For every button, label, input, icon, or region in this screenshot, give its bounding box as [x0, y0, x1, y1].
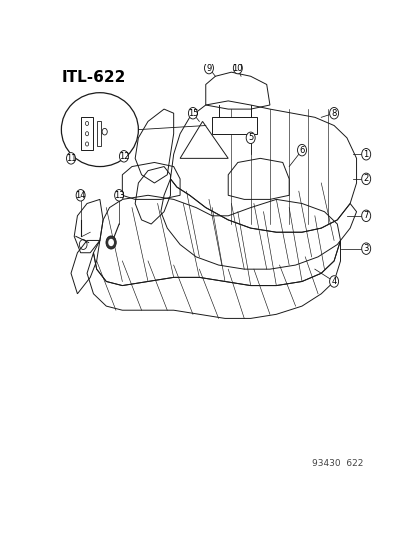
- Circle shape: [66, 152, 75, 164]
- Circle shape: [76, 190, 85, 201]
- Circle shape: [188, 108, 197, 119]
- Circle shape: [361, 243, 370, 254]
- Circle shape: [102, 128, 107, 135]
- Circle shape: [329, 276, 338, 287]
- Text: 93430  622: 93430 622: [311, 459, 362, 468]
- Circle shape: [361, 210, 370, 222]
- Circle shape: [204, 62, 213, 74]
- Circle shape: [246, 132, 254, 143]
- Text: 10: 10: [232, 63, 242, 72]
- Circle shape: [233, 62, 242, 74]
- FancyBboxPatch shape: [96, 122, 101, 146]
- Text: 11: 11: [66, 154, 76, 163]
- Circle shape: [329, 108, 338, 119]
- Circle shape: [114, 190, 123, 201]
- Text: 9: 9: [206, 63, 211, 72]
- Circle shape: [361, 149, 370, 160]
- Text: 5: 5: [247, 133, 253, 142]
- Text: 1: 1: [363, 150, 368, 159]
- Ellipse shape: [61, 93, 138, 166]
- Text: 7: 7: [363, 211, 368, 220]
- FancyBboxPatch shape: [212, 117, 256, 134]
- Text: 6: 6: [299, 146, 304, 155]
- Text: 12: 12: [119, 152, 129, 161]
- Text: 2: 2: [363, 174, 368, 183]
- Circle shape: [297, 144, 306, 156]
- Text: 4: 4: [331, 277, 336, 286]
- Text: 8: 8: [331, 109, 336, 118]
- Circle shape: [108, 239, 114, 246]
- Circle shape: [119, 150, 128, 162]
- Circle shape: [106, 236, 116, 249]
- Text: ITL-622: ITL-622: [61, 70, 126, 85]
- Circle shape: [361, 173, 370, 184]
- Circle shape: [85, 142, 88, 146]
- Text: 14: 14: [75, 191, 85, 200]
- Circle shape: [85, 132, 88, 136]
- Circle shape: [85, 122, 88, 126]
- Text: 15: 15: [187, 109, 198, 118]
- Text: 3: 3: [363, 244, 368, 253]
- FancyBboxPatch shape: [81, 117, 93, 150]
- Text: 13: 13: [114, 191, 124, 200]
